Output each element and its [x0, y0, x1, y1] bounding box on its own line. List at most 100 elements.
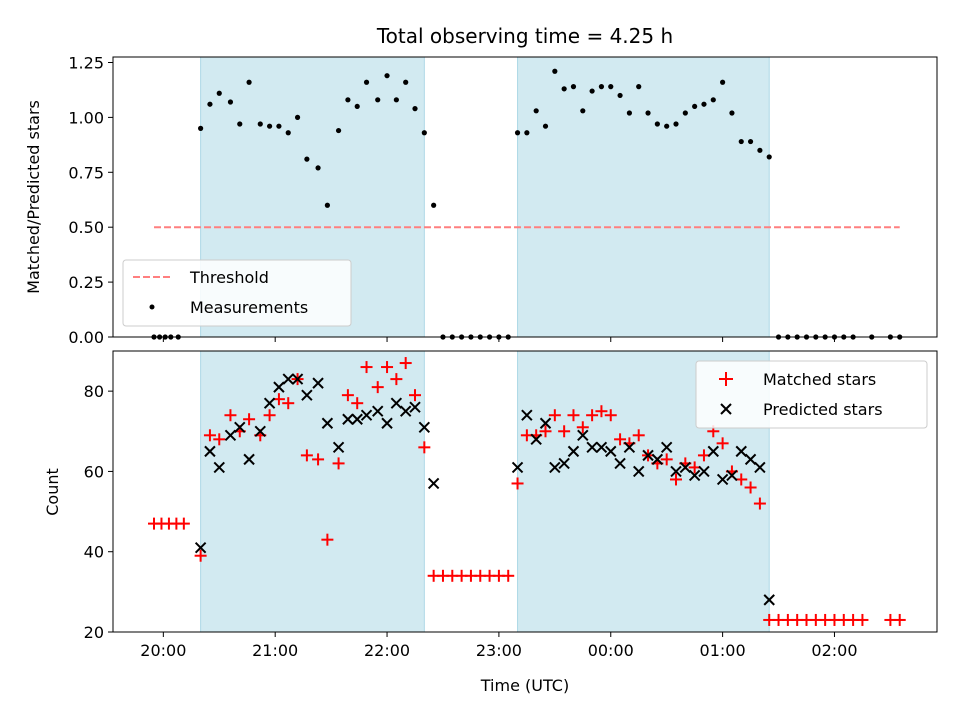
- measurement-point: [363, 79, 370, 85]
- matched-star-point: [856, 613, 869, 626]
- measurement-point: [257, 121, 263, 127]
- matched-star-point: [418, 441, 431, 454]
- measurement-point: [747, 138, 754, 145]
- measurement-point: [598, 84, 605, 90]
- predicted-star-point: [254, 425, 266, 437]
- predicted-star-point: [605, 445, 617, 458]
- measurement-point: [384, 73, 390, 79]
- matched-star-point: [341, 389, 354, 402]
- predicted-star-point: [321, 417, 334, 429]
- matched-star-point: [893, 613, 906, 626]
- predicted-star-point: [679, 461, 692, 474]
- measurement-point: [673, 121, 679, 127]
- top-y-ticks: 0.00 0.25 0.50 0.75 1.00 1.25: [68, 53, 113, 347]
- top-legend: Threshold Measurements: [122, 259, 352, 327]
- measurement-point: [412, 106, 418, 112]
- predicted-star-point: [716, 473, 729, 486]
- matched-star-point: [614, 433, 627, 446]
- predicted-star-point: [301, 389, 313, 401]
- matched-star-point: [632, 429, 645, 442]
- predicted-star-point: [360, 409, 373, 421]
- measurement-point: [589, 88, 595, 94]
- measurement-point: [701, 101, 707, 107]
- measurement-point: [324, 202, 330, 208]
- measurement-point: [710, 97, 716, 103]
- matched-star-point: [511, 477, 524, 490]
- predicted-star-point: [530, 433, 542, 446]
- predicted-star-point: [539, 417, 552, 429]
- x-tick-label: 01:00: [700, 641, 746, 660]
- matched-star-point: [263, 409, 276, 422]
- matched-star-point: [502, 569, 515, 582]
- predicted-star-point: [633, 465, 645, 478]
- matched-star-point: [203, 429, 216, 442]
- predicted-star-point: [282, 373, 294, 385]
- measurement-point: [315, 165, 321, 171]
- top-legend-box: [122, 259, 352, 327]
- predicted-star-point: [291, 373, 304, 385]
- matched-star-point: [539, 425, 552, 438]
- measurement-point: [645, 110, 651, 116]
- matched-star-point: [332, 457, 345, 470]
- measurement-point: [617, 92, 623, 99]
- measurement-point: [354, 103, 360, 110]
- measurement-point: [636, 84, 642, 90]
- matched-star-point: [567, 409, 580, 422]
- predicted-star-point: [409, 401, 421, 413]
- predicted-star-point: [234, 421, 246, 433]
- measurement-point: [542, 123, 549, 129]
- observing-window-2: [517, 57, 770, 337]
- count-panel: 20 40 60 80 20:00 21:00 22:00 23:00 00:00 01:00 0…: [43, 350, 938, 695]
- matched-star-point: [753, 497, 766, 510]
- predicted-star-point: [427, 477, 440, 490]
- bottom-axes-frame: [112, 350, 938, 633]
- x-tick-label: 23:00: [476, 641, 522, 660]
- count-series: [148, 357, 906, 626]
- predicted-star-point: [511, 461, 524, 474]
- predicted-star-point: [688, 469, 701, 482]
- matched-star-point: [381, 361, 394, 374]
- measurement-point: [664, 123, 670, 129]
- predicted-star-point: [342, 413, 354, 425]
- predicted-legend-label: Predicted stars: [763, 400, 883, 419]
- matched-star-point: [213, 433, 226, 446]
- measurement-point: [552, 68, 558, 74]
- matched-star-point: [390, 373, 403, 386]
- measurement-point: [533, 108, 539, 114]
- predicted-star-point: [549, 461, 561, 474]
- measurement-point: [561, 86, 567, 92]
- matched-star-point: [177, 517, 190, 530]
- measurement-point: [580, 108, 586, 114]
- measurement-point: [570, 84, 577, 90]
- top-y-axis-label: Matched/Predicted stars: [24, 100, 43, 294]
- measurement-point: [237, 121, 243, 127]
- measurement-point: [738, 138, 744, 145]
- predicted-star-point: [372, 405, 384, 417]
- measurement-point: [729, 110, 735, 116]
- matched-star-point: [595, 405, 608, 418]
- measurement-point: [285, 130, 291, 136]
- predicted-star-point: [213, 461, 225, 474]
- matched-star-point: [321, 533, 334, 546]
- matched-star-point: [586, 409, 599, 422]
- threshold-legend-label: Threshold: [189, 268, 269, 287]
- measurement-point: [514, 130, 521, 136]
- measurement-point: [393, 97, 399, 103]
- ratio-panel: 0.00 0.25 0.50 0.75 1.00 1.25 Total observing…: [24, 24, 938, 347]
- measurement-point: [682, 110, 688, 116]
- predicted-star-point: [332, 441, 345, 454]
- measurement-point: [720, 79, 726, 85]
- observing-window-1: [200, 351, 425, 632]
- matched-star-point: [351, 397, 364, 410]
- predicted-star-point: [194, 541, 207, 554]
- measurement-point: [403, 79, 409, 85]
- predicted-star-point: [577, 429, 589, 442]
- predicted-star-point: [670, 465, 682, 478]
- measurement-point: [626, 110, 632, 116]
- bottom-legend: Matched stars Predicted stars: [695, 360, 928, 429]
- predicted-star-point: [390, 397, 403, 409]
- measurement-point: [335, 127, 342, 134]
- measurement-point: [207, 101, 213, 107]
- predicted-star-point: [204, 445, 216, 458]
